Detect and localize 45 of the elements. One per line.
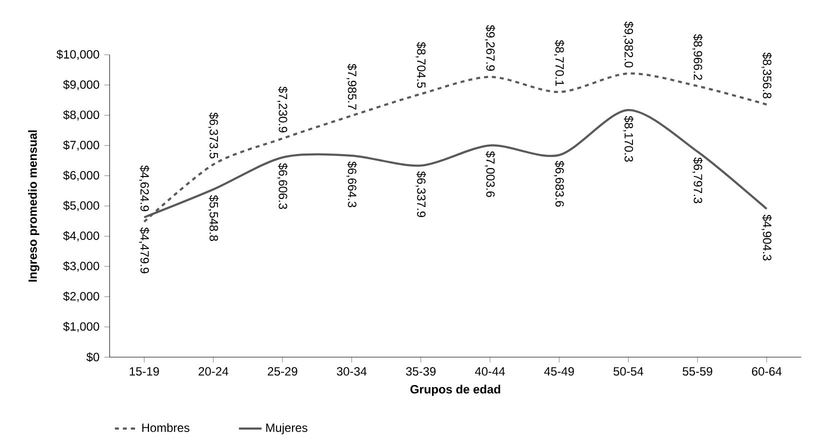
data-label: $8,704.5 xyxy=(416,42,426,88)
data-label: $8,170.3 xyxy=(623,116,634,162)
data-label: $6,337.9 xyxy=(416,171,426,218)
data-label: $4,904.3 xyxy=(762,214,772,260)
y-axis-title: Ingreso promedio mensual xyxy=(28,130,40,282)
x-tick-label: 40-44 xyxy=(475,367,505,376)
x-tick-label: 60-64 xyxy=(752,367,782,376)
data-label: $6,664.3 xyxy=(346,161,357,208)
data-label: $7,003.6 xyxy=(484,151,496,197)
legend-label: Mujeres xyxy=(266,423,308,434)
y-tick-label: $1,000 xyxy=(63,322,100,332)
y-tick-label: $2,000 xyxy=(63,291,100,302)
data-label: $4,624.9 xyxy=(139,165,150,212)
y-tick-label: $6,000 xyxy=(63,170,100,181)
x-tick-label: 55-59 xyxy=(682,367,712,376)
data-label: $6,606.3 xyxy=(277,163,288,209)
y-tick-label: $5,000 xyxy=(63,200,100,212)
data-label: $7,985.7 xyxy=(346,64,357,110)
data-label: $8,356.8 xyxy=(762,52,772,98)
y-tick-label: $9,000 xyxy=(63,80,100,90)
data-label: $7,230.9 xyxy=(277,86,288,132)
x-tick-label: 45-49 xyxy=(544,367,574,376)
y-tick-label: $3,000 xyxy=(63,261,100,272)
x-tick-label: 15-19 xyxy=(130,367,159,376)
y-tick-label: $4,000 xyxy=(63,230,100,242)
y-tick-label: $10,000 xyxy=(56,50,100,60)
y-tick-label: $7,000 xyxy=(63,140,100,151)
y-tick-label: $8,000 xyxy=(63,110,100,120)
x-tick-label: 35-39 xyxy=(406,367,436,376)
data-label: $9,267.9 xyxy=(484,24,496,71)
x-tick-label: 30-34 xyxy=(336,367,367,376)
x-tick-label: 20-24 xyxy=(198,367,228,376)
legend-label: Hombres xyxy=(142,423,190,432)
data-label: $6,797.3 xyxy=(692,157,703,204)
data-label: $4,479.9 xyxy=(139,227,150,274)
data-label: $6,373.5 xyxy=(208,112,219,158)
x-tick-label: 25-29 xyxy=(268,367,298,376)
data-label: $9,382.0 xyxy=(623,21,634,68)
y-tick-label: $0 xyxy=(86,352,100,362)
data-label: $8,966.2 xyxy=(692,34,703,80)
x-tick-label: 50-54 xyxy=(614,367,644,376)
x-axis-title: Grupos de edad xyxy=(410,384,500,396)
data-label: $6,683.6 xyxy=(554,160,564,207)
data-label: $5,548.8 xyxy=(208,195,219,241)
data-label: $8,770.1 xyxy=(554,40,564,86)
